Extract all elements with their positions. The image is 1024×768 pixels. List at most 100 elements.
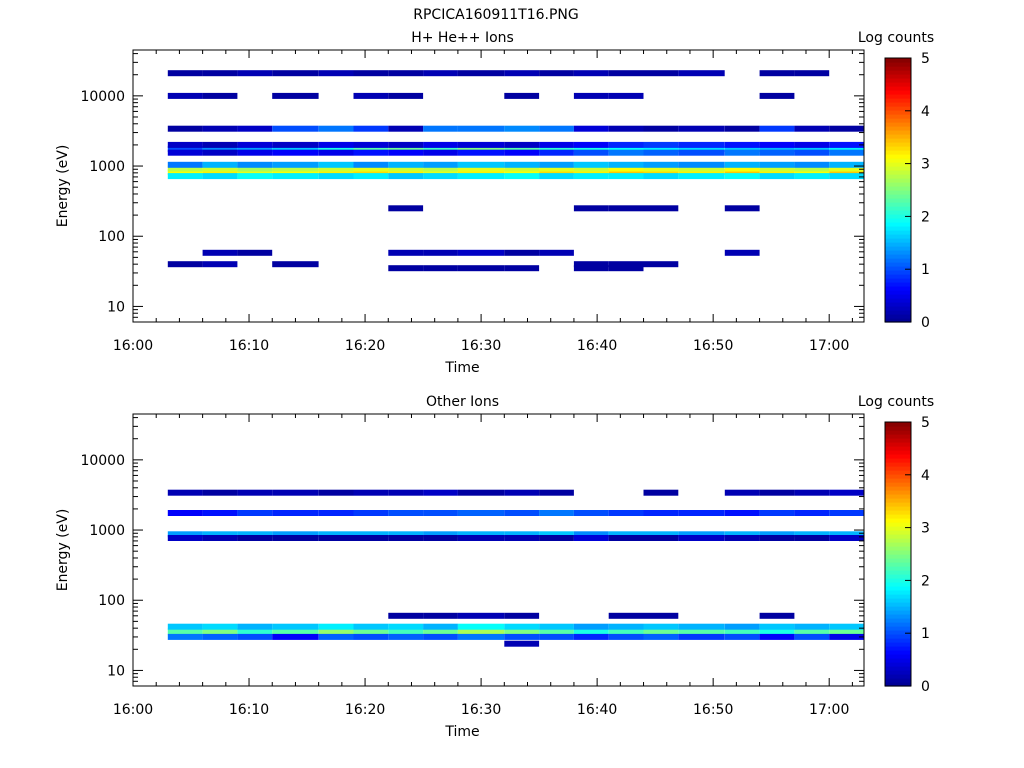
y-tick-label: 100 bbox=[98, 593, 125, 609]
colorbar-segment bbox=[885, 118, 911, 123]
x-tick-label: 17:00 bbox=[809, 702, 849, 718]
heatmap-cell bbox=[388, 161, 424, 168]
heatmap-cell bbox=[724, 125, 760, 132]
x-tick-label: 16:40 bbox=[577, 702, 617, 718]
colorbar: 0 1 2 3 4 5 Log counts bbox=[858, 30, 934, 331]
heatmap-cell bbox=[759, 489, 795, 496]
heatmap-cell bbox=[202, 628, 238, 635]
heatmap-cell bbox=[237, 510, 273, 516]
heatmap-cell bbox=[167, 125, 203, 132]
heatmap-cell bbox=[388, 633, 424, 640]
heatmap-cell bbox=[318, 125, 354, 132]
x-tick-label: 16:30 bbox=[461, 702, 501, 718]
heatmap-cell bbox=[237, 70, 273, 77]
heatmap-cell bbox=[167, 489, 203, 496]
heatmap-cell bbox=[608, 510, 644, 516]
figure-title: RPCICA160911T16.PNG bbox=[413, 7, 578, 23]
heatmap-cell bbox=[388, 165, 424, 172]
y-tick-label: 10000 bbox=[80, 89, 125, 105]
heatmap-cell bbox=[573, 510, 609, 516]
colorbar-segment bbox=[885, 454, 911, 459]
colorbar-segment bbox=[885, 518, 911, 523]
heatmap-cell bbox=[272, 623, 319, 630]
colorbar-segment bbox=[885, 638, 911, 643]
heatmap-cell bbox=[504, 535, 540, 541]
heatmap-cell bbox=[643, 169, 679, 176]
heatmap-cell bbox=[318, 531, 354, 538]
colorbar-segment bbox=[885, 506, 911, 511]
heatmap-cell bbox=[504, 489, 540, 496]
x-tick-label: 16:10 bbox=[229, 702, 269, 718]
heatmap-cell bbox=[643, 146, 679, 152]
colorbar-segment bbox=[885, 306, 911, 311]
heatmap-cells bbox=[167, 489, 864, 647]
colorbar-segment bbox=[885, 498, 911, 503]
colorbar-segment bbox=[885, 254, 911, 259]
heatmap-cell bbox=[724, 173, 760, 180]
colorbar-segment bbox=[885, 470, 911, 475]
heatmap-cell bbox=[608, 535, 644, 541]
heatmap-cell bbox=[829, 165, 864, 172]
heatmap-cell bbox=[794, 165, 830, 172]
colorbar-segment bbox=[885, 674, 911, 679]
heatmap-cell bbox=[202, 141, 238, 148]
heatmap-cell bbox=[573, 169, 609, 176]
colorbar-segment bbox=[885, 94, 911, 99]
heatmap-cell bbox=[167, 510, 203, 516]
heatmap-cell bbox=[608, 70, 644, 77]
heatmap-cell bbox=[678, 531, 725, 538]
heatmap-cell bbox=[608, 141, 644, 148]
heatmap-cell bbox=[539, 146, 574, 152]
heatmap-cell bbox=[272, 161, 319, 168]
colorbar-segment bbox=[885, 66, 911, 71]
heatmap-cell bbox=[643, 261, 679, 268]
heatmap-cell bbox=[353, 510, 389, 516]
heatmap-cell bbox=[794, 489, 830, 496]
heatmap-cell bbox=[539, 531, 574, 538]
colorbar-segment bbox=[885, 554, 911, 559]
colorbar-segment bbox=[885, 550, 911, 555]
colorbar-segment bbox=[885, 646, 911, 651]
colorbar-segment bbox=[885, 678, 911, 683]
heatmap-cell bbox=[829, 173, 864, 180]
heatmap-cell bbox=[573, 146, 609, 152]
heatmap-cell bbox=[539, 161, 574, 168]
colorbar-segment bbox=[885, 510, 911, 515]
colorbar-segment bbox=[885, 618, 911, 623]
heatmap-cell bbox=[829, 623, 864, 630]
heatmap-cell bbox=[573, 531, 609, 538]
colorbar-segment bbox=[885, 146, 911, 151]
colorbar-segment bbox=[885, 634, 911, 639]
heatmap-cell bbox=[202, 70, 238, 77]
colorbar-segment bbox=[885, 82, 911, 87]
heatmap-cell bbox=[724, 149, 760, 156]
heatmap-cell bbox=[829, 510, 864, 516]
heatmap-cell bbox=[202, 161, 238, 168]
colorbar-segment bbox=[885, 282, 911, 287]
colorbar-segment bbox=[885, 234, 911, 239]
heatmap-cell bbox=[539, 249, 574, 256]
colorbar-segment bbox=[885, 650, 911, 655]
heatmap-cell bbox=[457, 531, 505, 538]
colorbar-segment bbox=[885, 586, 911, 591]
heatmap-cell bbox=[608, 623, 644, 630]
heatmap-cell bbox=[318, 161, 354, 168]
heatmap-cell bbox=[457, 265, 505, 272]
heatmap-cell bbox=[423, 612, 458, 619]
heatmap-cell bbox=[829, 169, 864, 176]
heatmap-cell bbox=[643, 149, 679, 156]
heatmap-cell bbox=[272, 70, 319, 77]
heatmap-cell bbox=[423, 510, 458, 516]
heatmap-cell bbox=[318, 489, 354, 496]
colorbar-segment bbox=[885, 622, 911, 627]
heatmap-cell bbox=[423, 531, 458, 538]
heatmap-cell bbox=[457, 510, 505, 516]
colorbar-segment bbox=[885, 170, 911, 175]
heatmap-cell bbox=[167, 173, 203, 180]
heatmap-cell bbox=[539, 623, 574, 630]
heatmap-cell bbox=[759, 125, 795, 132]
colorbar-segment bbox=[885, 654, 911, 659]
heatmap-cell bbox=[608, 125, 644, 132]
heatmap-cell bbox=[388, 612, 424, 619]
heatmap-cell bbox=[353, 125, 389, 132]
